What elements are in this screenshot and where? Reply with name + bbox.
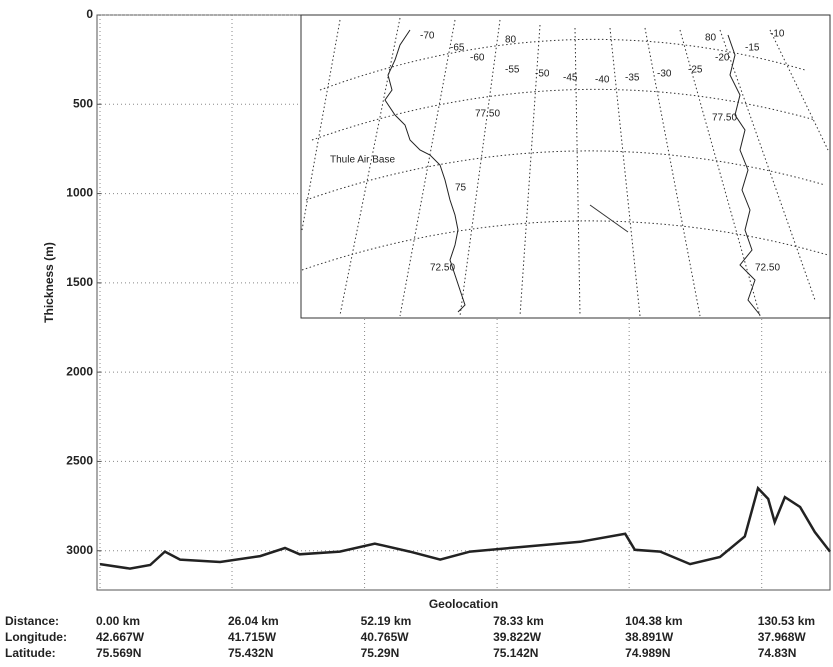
y-tick-label: 2000 bbox=[66, 364, 93, 378]
inset-map: -70 -65 80 -60 -55 -50 -45 -40 -35 -30 -25 80 -20 -15… bbox=[300, 14, 831, 319]
inset-label: 72.50 bbox=[755, 263, 780, 274]
inset-label: 77.50 bbox=[712, 113, 737, 124]
inset-label: -55 bbox=[505, 65, 520, 76]
y-tick-label: 3000 bbox=[66, 543, 93, 557]
y-axis-label: Thickness (m) bbox=[42, 242, 56, 323]
longitude-label: 40.765W bbox=[361, 630, 410, 644]
inset-label: -40 bbox=[595, 75, 610, 86]
inset-meridians bbox=[301, 17, 829, 317]
y-tick-label: 2500 bbox=[66, 454, 93, 468]
inset-label: 72.50 bbox=[430, 263, 455, 274]
inset-coast bbox=[384, 29, 466, 313]
inset-label: -60 bbox=[470, 53, 485, 64]
longitude-label: 39.822W bbox=[493, 630, 542, 644]
x-axis-label: Geolocation bbox=[429, 597, 498, 611]
inset-track bbox=[589, 204, 629, 233]
data-line bbox=[99, 485, 831, 570]
latitude-label: 75.569N bbox=[96, 646, 141, 660]
inset-label: -20 bbox=[715, 53, 730, 64]
y-tick-label: 500 bbox=[73, 96, 93, 110]
x-tick-label: 104.38 km bbox=[625, 614, 682, 628]
inset-frame bbox=[300, 14, 831, 319]
row-label: Longitude: bbox=[5, 630, 67, 644]
inset-label: 80 bbox=[705, 33, 717, 44]
inset-label: -30 bbox=[657, 69, 672, 80]
inset-label: -25 bbox=[688, 65, 703, 76]
x-tick-label: 78.33 km bbox=[493, 614, 544, 628]
latitude-label: 75.142N bbox=[493, 646, 538, 660]
inset-label: -65 bbox=[450, 43, 465, 54]
inset-label: -15 bbox=[745, 43, 760, 54]
x-tick-label: 26.04 km bbox=[228, 614, 279, 628]
latitude-label: 74.989N bbox=[625, 646, 670, 660]
inset-coast bbox=[727, 34, 761, 316]
longitude-label: 37.968W bbox=[758, 630, 807, 644]
inset-label: 77.50 bbox=[475, 109, 500, 120]
inset-label: -45 bbox=[563, 73, 578, 84]
x-tick-label: 52.19 km bbox=[361, 614, 412, 628]
inset-label: 75 bbox=[455, 183, 467, 194]
inset-label: Thule Air Base bbox=[330, 155, 395, 166]
latitude-label: 75.29N bbox=[361, 646, 400, 660]
longitude-label: 41.715W bbox=[228, 630, 277, 644]
y-tick-label: 0 bbox=[86, 7, 93, 21]
longitude-label: 42.667W bbox=[96, 630, 145, 644]
latitude-label: 74.83N bbox=[758, 646, 797, 660]
y-tick-label: 1500 bbox=[66, 275, 93, 289]
inset-label: -10 bbox=[770, 29, 785, 40]
row-label: Latitude: bbox=[5, 646, 56, 660]
inset-label: 80 bbox=[505, 35, 517, 46]
inset-label: -50 bbox=[535, 69, 550, 80]
row-label: Distance: bbox=[5, 614, 59, 628]
x-tick-label: 0.00 km bbox=[96, 614, 140, 628]
x-tick-label: 130.53 km bbox=[758, 614, 815, 628]
y-tick-label: 1000 bbox=[66, 186, 93, 200]
latitude-label: 75.432N bbox=[228, 646, 273, 660]
inset-label: -70 bbox=[420, 31, 435, 42]
inset-label: -35 bbox=[625, 73, 640, 84]
longitude-label: 38.891W bbox=[625, 630, 674, 644]
